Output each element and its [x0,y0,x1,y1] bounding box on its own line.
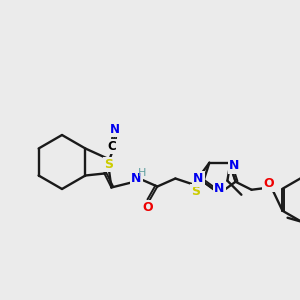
Text: H: H [138,167,147,178]
Text: O: O [142,201,153,214]
Text: O: O [263,177,274,190]
Text: N: N [229,159,240,172]
Text: N: N [214,182,225,195]
Text: S: S [191,185,200,198]
Text: N: N [193,172,203,185]
Text: N: N [110,123,119,136]
Text: S: S [104,158,113,171]
Text: C: C [107,140,116,153]
Text: N: N [131,172,142,185]
